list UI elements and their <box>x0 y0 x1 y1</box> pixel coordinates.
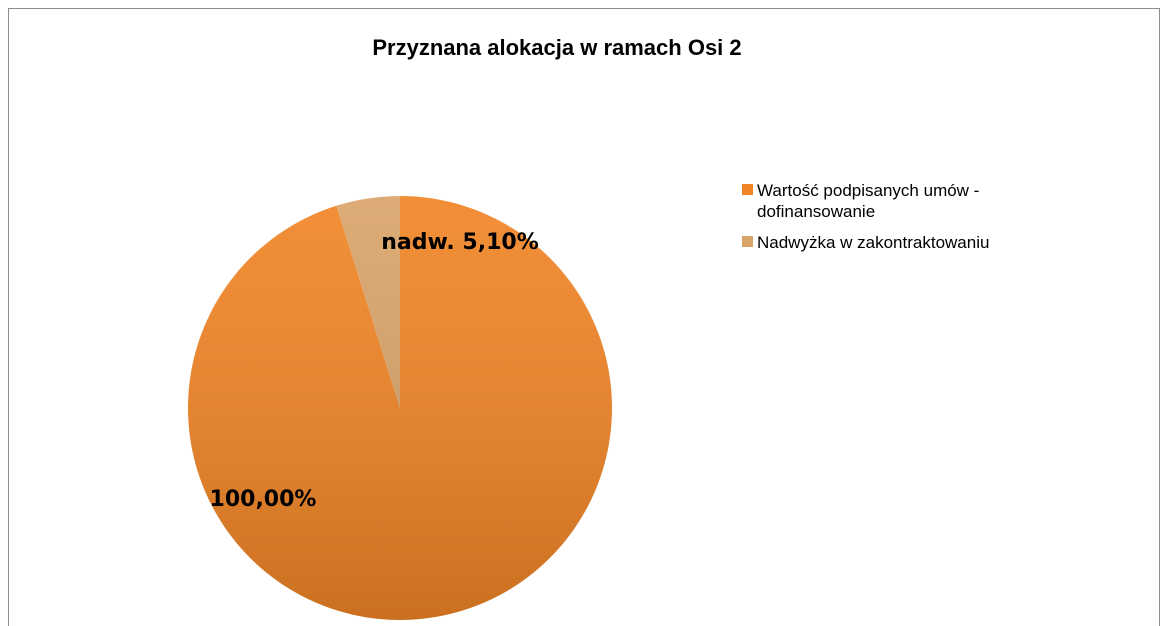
legend: Wartość podpisanych umów - dofinansowani… <box>742 180 1077 263</box>
legend-entry: Wartość podpisanych umów - dofinansowani… <box>742 180 1077 222</box>
pie-shading <box>188 196 612 620</box>
legend-entry: Nadwyżka w zakontraktowaniu <box>742 232 1077 253</box>
legend-swatch <box>742 184 753 195</box>
legend-swatch <box>742 236 753 247</box>
data-label: 100,00% <box>210 487 317 512</box>
pie: 100,00% nadw. 5,10% <box>188 196 612 620</box>
chart-frame <box>8 8 1160 626</box>
data-label: nadw. 5,10% <box>381 230 539 255</box>
legend-label: Nadwyżka w zakontraktowaniu <box>757 233 990 252</box>
legend-label: Wartość podpisanych umów - dofinansowani… <box>757 181 980 221</box>
chart-title: Przyznana alokacja w ramach Osi 2 <box>372 35 741 60</box>
